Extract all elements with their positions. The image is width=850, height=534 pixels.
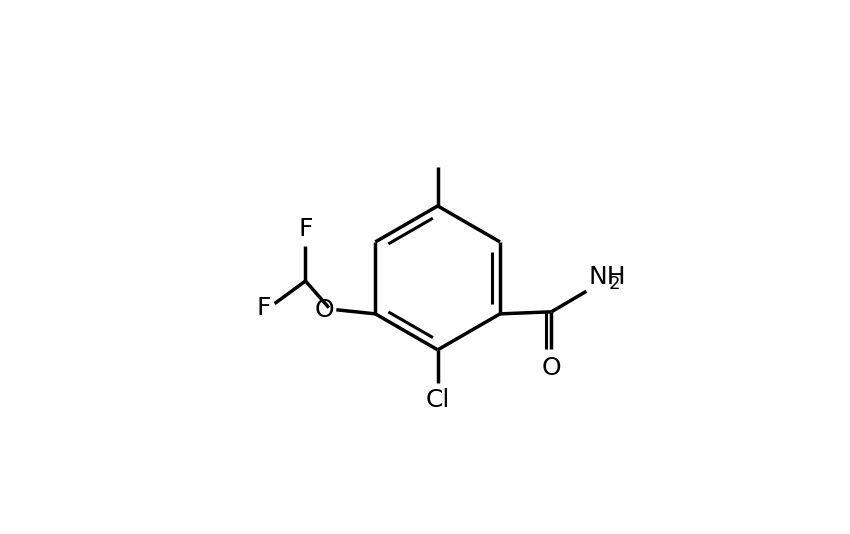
Text: NH: NH	[588, 265, 626, 289]
Text: F: F	[298, 217, 313, 241]
Text: Cl: Cl	[426, 388, 450, 412]
Text: 2: 2	[609, 276, 620, 293]
Text: O: O	[541, 356, 561, 380]
Text: F: F	[256, 296, 270, 320]
Text: O: O	[314, 298, 334, 322]
